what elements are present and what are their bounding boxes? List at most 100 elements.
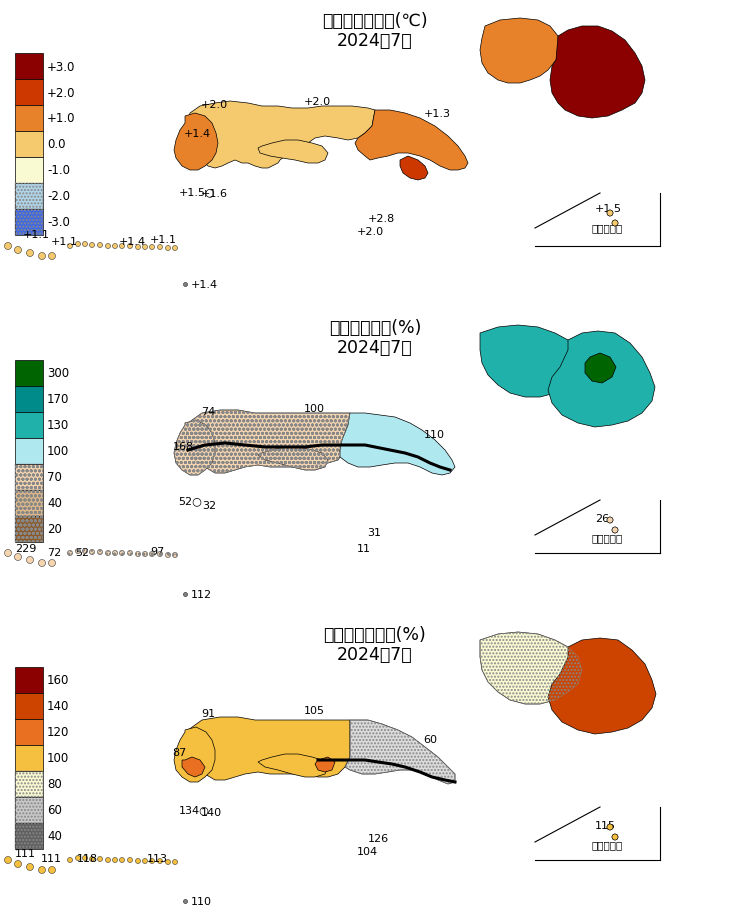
Bar	[15, 54, 43, 80]
Circle shape	[607, 824, 613, 830]
Circle shape	[612, 528, 618, 533]
Circle shape	[136, 245, 140, 250]
Text: -3.0: -3.0	[47, 216, 70, 229]
Text: 140: 140	[47, 699, 69, 713]
Text: 2024年7月: 2024年7月	[338, 338, 412, 357]
Circle shape	[68, 550, 73, 556]
Text: 115: 115	[595, 821, 616, 831]
Circle shape	[4, 550, 11, 557]
Circle shape	[89, 244, 94, 248]
Polygon shape	[186, 102, 375, 169]
Bar	[15, 491, 43, 516]
Polygon shape	[340, 414, 455, 475]
Circle shape	[172, 553, 178, 558]
Text: 87: 87	[172, 747, 187, 757]
Text: +2.8: +2.8	[368, 213, 394, 223]
Polygon shape	[550, 27, 645, 119]
Bar	[15, 210, 43, 236]
Circle shape	[106, 857, 110, 863]
Text: 小笠原諸島: 小笠原諸島	[591, 839, 622, 849]
Bar	[15, 745, 43, 771]
Text: 91: 91	[201, 709, 215, 719]
Text: 52: 52	[75, 548, 89, 558]
Circle shape	[106, 244, 110, 249]
Bar	[15, 184, 43, 210]
Text: 100: 100	[304, 403, 325, 414]
Text: 40: 40	[47, 830, 62, 843]
Polygon shape	[174, 727, 215, 782]
Polygon shape	[480, 325, 582, 398]
Text: 100: 100	[47, 445, 69, 458]
Text: 100: 100	[47, 752, 69, 765]
Text: 52○: 52○	[178, 495, 203, 505]
Text: 97: 97	[150, 546, 164, 556]
Circle shape	[112, 550, 118, 556]
Circle shape	[68, 244, 73, 249]
Bar	[15, 720, 43, 745]
Text: +1.4: +1.4	[184, 129, 211, 139]
Polygon shape	[548, 332, 655, 427]
Circle shape	[128, 244, 133, 249]
Text: +2.0: +2.0	[304, 96, 331, 107]
Text: 111: 111	[41, 853, 62, 863]
Text: 300: 300	[47, 367, 69, 380]
Text: 2024年7月: 2024年7月	[338, 645, 412, 664]
Bar	[15, 360, 43, 387]
Bar	[15, 464, 43, 491]
Bar	[15, 516, 43, 542]
Circle shape	[172, 859, 178, 865]
Polygon shape	[355, 111, 468, 171]
Bar	[15, 184, 43, 210]
Polygon shape	[258, 141, 328, 164]
Text: +2.0: +2.0	[357, 227, 384, 237]
Text: 80: 80	[47, 777, 62, 790]
Bar	[15, 771, 43, 797]
Text: +1.1: +1.1	[22, 230, 50, 240]
Text: 104: 104	[357, 845, 378, 856]
Bar	[15, 823, 43, 849]
Polygon shape	[548, 639, 656, 734]
Polygon shape	[258, 448, 328, 471]
Circle shape	[612, 221, 618, 227]
Circle shape	[26, 250, 34, 257]
Text: +1.0: +1.0	[47, 112, 76, 125]
Circle shape	[149, 552, 154, 557]
Text: 112: 112	[191, 589, 212, 599]
Text: 111: 111	[15, 848, 36, 858]
Text: 118: 118	[76, 853, 98, 863]
Polygon shape	[480, 632, 582, 704]
Circle shape	[98, 857, 103, 862]
Bar	[15, 797, 43, 823]
Circle shape	[607, 517, 613, 524]
Text: +2.0: +2.0	[47, 86, 76, 99]
Circle shape	[149, 858, 154, 864]
Text: +1.3: +1.3	[424, 109, 451, 119]
Circle shape	[98, 550, 103, 555]
Circle shape	[142, 245, 148, 250]
Text: 26: 26	[595, 514, 609, 524]
Text: 31: 31	[368, 528, 382, 538]
Text: 130: 130	[47, 419, 69, 432]
Text: -1.0: -1.0	[47, 165, 70, 177]
Text: 170: 170	[47, 393, 69, 406]
Text: 日照時間平年比(%): 日照時間平年比(%)	[324, 625, 426, 643]
Circle shape	[49, 254, 55, 260]
Polygon shape	[480, 19, 560, 84]
Polygon shape	[585, 354, 616, 383]
Text: 小笠原諸島: 小笠原諸島	[591, 223, 622, 233]
Circle shape	[128, 857, 133, 863]
Circle shape	[14, 554, 22, 561]
Text: 40: 40	[47, 497, 62, 510]
Text: 160: 160	[47, 674, 69, 686]
Circle shape	[158, 858, 163, 864]
Text: 74: 74	[201, 406, 215, 416]
Circle shape	[607, 210, 613, 217]
Circle shape	[82, 549, 88, 554]
Text: +3.0: +3.0	[47, 61, 75, 74]
Bar	[15, 106, 43, 131]
Text: 32: 32	[202, 500, 217, 510]
Text: 70: 70	[47, 471, 62, 484]
Circle shape	[119, 244, 124, 249]
Bar	[15, 80, 43, 106]
Polygon shape	[258, 754, 328, 777]
